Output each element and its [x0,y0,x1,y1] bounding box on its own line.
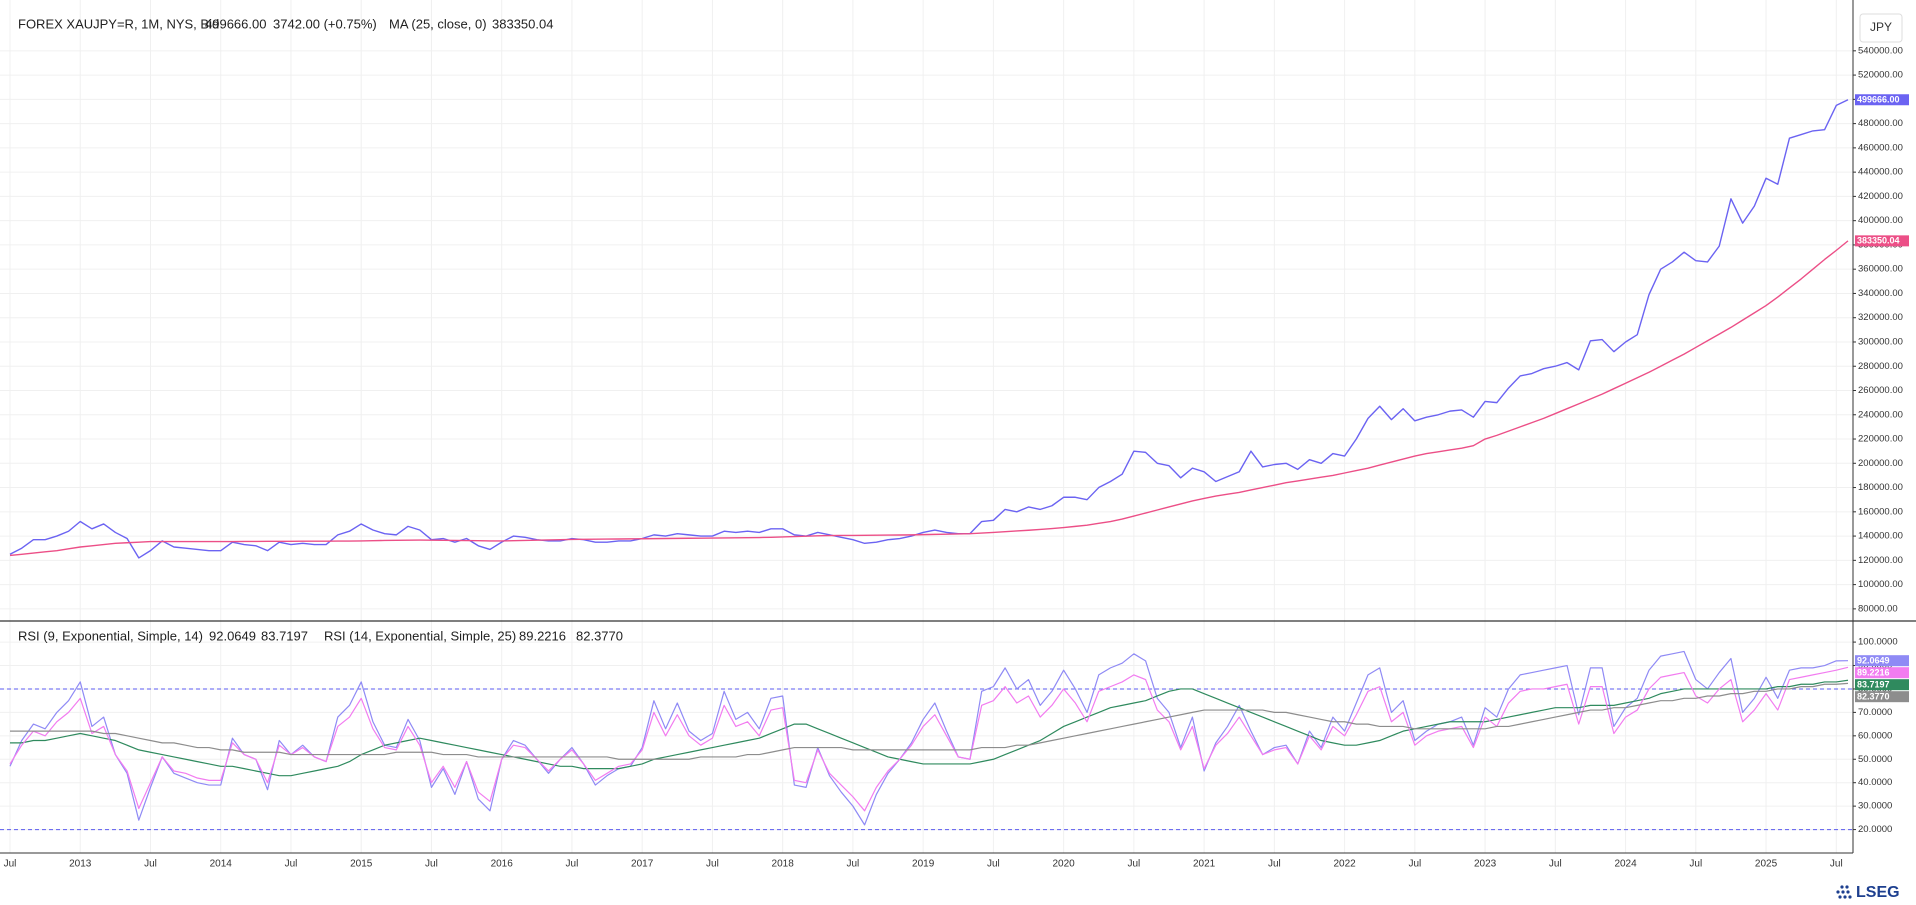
x-tick-label: Jul [847,859,860,870]
y-tick-label: 160000.00 [1858,506,1903,517]
x-tick-label: Jul [285,859,298,870]
value-badge [1855,691,1909,703]
y-tick-label: 360000.00 [1858,264,1903,275]
logo-text: LSEG [1856,884,1900,901]
x-tick-label: 2016 [491,859,514,870]
currency-button[interactable]: JPY [1859,13,1903,43]
y-tick-label: 40.0000 [1858,777,1892,788]
x-tick-label: Jul [1127,859,1140,870]
x-tick-label: Jul [987,859,1000,870]
logo-icon [1836,885,1852,899]
value-badge-label: 82.3770 [1857,692,1890,702]
y-tick-label: 300000.00 [1858,336,1903,347]
value-badge-label: 499666.00 [1857,95,1900,105]
y-tick-label: 140000.00 [1858,531,1903,542]
button-frame[interactable] [1859,13,1903,43]
y-tick-label: 520000.00 [1858,70,1903,81]
x-tick-label: 2019 [912,859,935,870]
y-tick-label: 60.0000 [1858,730,1892,741]
last-price: 499666.00 [205,16,266,31]
series-title: FOREX XAUJPY=R, 1M, NYS, Bid [18,16,219,31]
y-tick-label: 540000.00 [1858,45,1903,56]
value-badge [1855,679,1909,691]
y-tick-label: 400000.00 [1858,215,1903,226]
series-line [10,679,1849,777]
y-tick-label: 220000.00 [1858,434,1903,445]
y-tick-label: 240000.00 [1858,409,1903,420]
x-tick-label: Jul [144,859,157,870]
value-badge-label: 92.0649 [1857,656,1890,666]
x-tick-label: 2020 [1053,859,1076,870]
y-tick-label: 100000.00 [1858,579,1903,590]
y-tick-label: 440000.00 [1858,167,1903,178]
rsi-header: RSI (9, Exponential, Simple, 14) 92.0649… [18,628,623,643]
y-tick-label: 260000.00 [1858,385,1903,396]
value-badge-label: 383350.04 [1857,236,1900,246]
rsi-title: RSI (14, Exponential, Simple, 25) [324,628,516,643]
x-tick-label: Jul [1830,859,1843,870]
rsi-ma-value: 83.7197 [261,628,308,643]
value-badge-label: 83.7197 [1857,680,1890,690]
price-change: 3742.00 (+0.75%) [273,16,377,31]
x-tick-label: Jul [1268,859,1281,870]
x-tick-label: 2024 [1614,859,1637,870]
x-tick-label: Jul [566,859,579,870]
button-label[interactable]: JPY [1870,20,1892,34]
axis: Jul 2013 Jul 2014 Jul 2015 Jul 2016 Jul 2017 Jul 20… [4,45,1909,870]
logo: LSEG [1836,884,1900,901]
x-tick-label: 2023 [1474,859,1497,870]
y-tick-label: 120000.00 [1858,555,1903,566]
value-badge [1855,655,1909,667]
value-badge-label: 89.2216 [1857,668,1890,678]
rsi-value: 89.2216 [519,628,566,643]
value-badge [1855,94,1909,106]
series-line [9,99,1849,559]
value-badge [1855,667,1909,679]
x-tick-label: Jul [1689,859,1702,870]
marks [0,99,1853,831]
x-tick-label: 2018 [772,859,795,870]
y-tick-label: 180000.00 [1858,482,1903,493]
x-tick-label: Jul [4,859,17,870]
y-tick-label: 420000.00 [1858,191,1903,202]
rsi-title: RSI (9, Exponential, Simple, 14) [18,628,203,643]
price-header: FOREX XAUJPY=R, 1M, NYS, Bid 499666.00 3… [18,16,553,31]
ma-title: MA (25, close, 0) [389,16,487,31]
series-line [9,240,1849,557]
x-tick-label: Jul [425,859,438,870]
x-tick-label: 2015 [350,859,373,870]
y-tick-label: 460000.00 [1858,142,1903,153]
x-tick-label: Jul [706,859,719,870]
y-tick-label: 100.0000 [1858,637,1898,648]
x-tick-label: 2021 [1193,859,1216,870]
y-tick-label: 280000.00 [1858,361,1903,372]
y-tick-label: 80000.00 [1858,603,1898,614]
ma-value: 383350.04 [492,16,553,31]
series-line [10,682,1849,760]
x-tick-label: 2022 [1333,859,1356,870]
y-tick-label: 200000.00 [1858,458,1903,469]
y-tick-label: 50.0000 [1858,754,1892,765]
x-tick-label: 2025 [1755,859,1778,870]
series-line [9,666,1849,812]
y-tick-label: 20.0000 [1858,824,1892,835]
y-tick-label: 340000.00 [1858,288,1903,299]
x-tick-label: Jul [1549,859,1562,870]
y-tick-label: 70.0000 [1858,707,1892,718]
y-tick-label: 320000.00 [1858,312,1903,323]
rsi-value: 92.0649 [209,628,256,643]
rsi-ma-value: 82.3770 [576,628,623,643]
x-tick-label: 2013 [69,859,92,870]
y-tick-label: 480000.00 [1858,118,1903,129]
value-badge [1855,235,1909,247]
x-tick-label: Jul [1408,859,1421,870]
grid [0,0,1853,853]
x-tick-label: 2014 [210,859,233,870]
y-tick-label: 30.0000 [1858,801,1892,812]
x-tick-label: 2017 [631,859,654,870]
